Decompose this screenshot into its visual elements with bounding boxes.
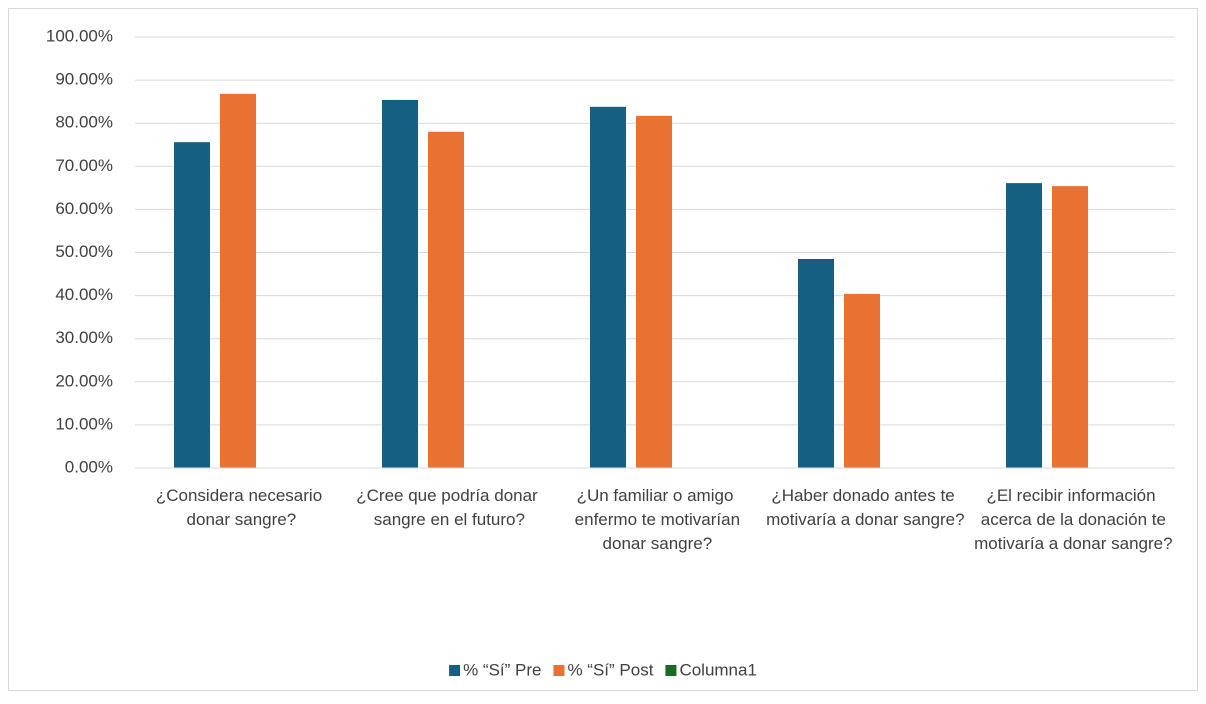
bar — [174, 142, 210, 468]
x-tick-label: ¿Considera necesario donar sangre? — [156, 486, 322, 529]
y-tick-label: 40.00% — [55, 285, 113, 304]
bar — [220, 93, 256, 468]
y-tick-label: 20.00% — [55, 371, 113, 390]
legend-item: % “Sí” Pre — [449, 660, 541, 679]
y-tick-label: 30.00% — [55, 328, 113, 347]
bar — [1006, 183, 1042, 468]
y-tick-label: 70.00% — [55, 156, 113, 175]
bar — [636, 115, 672, 469]
legend-swatch — [553, 665, 565, 676]
bar — [798, 258, 834, 468]
bar — [382, 99, 418, 469]
x-tick-label: ¿Un familiar o amigo enfermo te motivarí… — [570, 486, 740, 553]
legend-item: Columna1 — [665, 660, 757, 679]
bar — [428, 131, 464, 468]
x-tick-label: ¿El recibir información acerca de la don… — [969, 486, 1172, 553]
bar — [844, 293, 880, 468]
legend-label: % “Sí” Pre — [463, 660, 541, 679]
legend-label: Columna1 — [679, 660, 757, 679]
y-tick-label: 80.00% — [55, 113, 113, 132]
y-tick-label: 90.00% — [55, 70, 113, 89]
legend-swatch — [665, 665, 677, 676]
y-tick-label: 60.00% — [55, 199, 113, 218]
x-tick-label: ¿Cree que podría donar sangre en el futu… — [356, 486, 538, 529]
legend-label: % “Sí” Post — [567, 660, 653, 679]
y-tick-label: 10.00% — [55, 414, 113, 433]
y-tick-label: 0.00% — [65, 457, 113, 476]
legend-item: % “Sí” Post — [553, 660, 654, 679]
y-tick-label: 50.00% — [55, 242, 113, 261]
x-tick-label: ¿Haber donado antes te motivaría a donar… — [761, 486, 964, 529]
y-tick-label: 100.00% — [46, 26, 113, 45]
bar — [590, 106, 626, 469]
bar — [1052, 186, 1088, 468]
legend-swatch — [449, 665, 461, 676]
